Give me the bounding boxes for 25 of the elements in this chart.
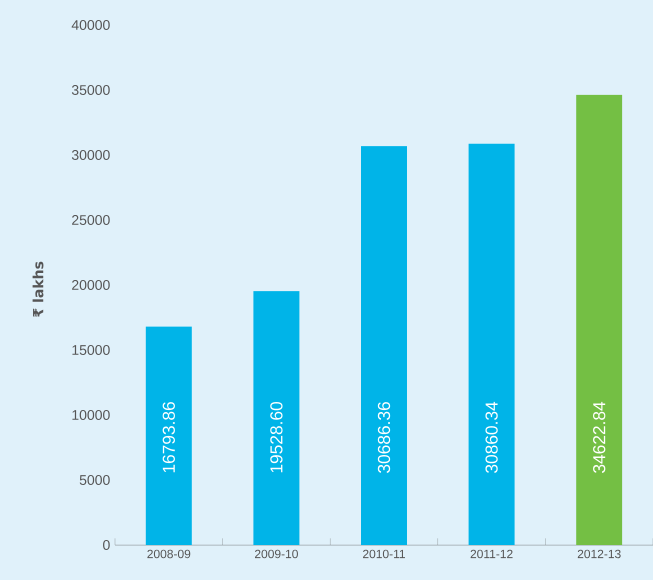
data-label: 34622.84 bbox=[593, 402, 606, 473]
y-tick-label: 10000 bbox=[72, 410, 110, 420]
x-tick-label: 2008-09 bbox=[147, 550, 190, 558]
y-axis-title: ₹ lakhs bbox=[32, 262, 44, 317]
data-label: 30860.34 bbox=[485, 402, 498, 473]
y-tick-label: 0 bbox=[103, 540, 110, 550]
bar bbox=[468, 144, 515, 545]
x-tick-label: 2009-10 bbox=[254, 550, 298, 558]
data-label: 19528.60 bbox=[270, 402, 283, 472]
x-tick-label: 2010-11 bbox=[363, 550, 405, 558]
bar bbox=[253, 291, 300, 545]
y-tick-label: 40000 bbox=[72, 20, 110, 30]
bar bbox=[146, 326, 192, 545]
x-tick-label: 2011-12 bbox=[470, 550, 513, 558]
y-tick-label: 15000 bbox=[72, 345, 110, 355]
y-tick-label: 30000 bbox=[72, 150, 110, 160]
y-tick-label: 35000 bbox=[72, 85, 110, 95]
x-tick-label: 2012-13 bbox=[578, 550, 621, 558]
data-label: 16793.86 bbox=[162, 402, 175, 472]
bar bbox=[361, 146, 407, 545]
data-label: 30686.36 bbox=[378, 402, 390, 473]
y-tick-label: 5000 bbox=[80, 475, 110, 485]
y-tick-label: 20000 bbox=[72, 280, 110, 290]
y-tick-label: 25000 bbox=[72, 215, 110, 225]
bar bbox=[576, 94, 622, 545]
